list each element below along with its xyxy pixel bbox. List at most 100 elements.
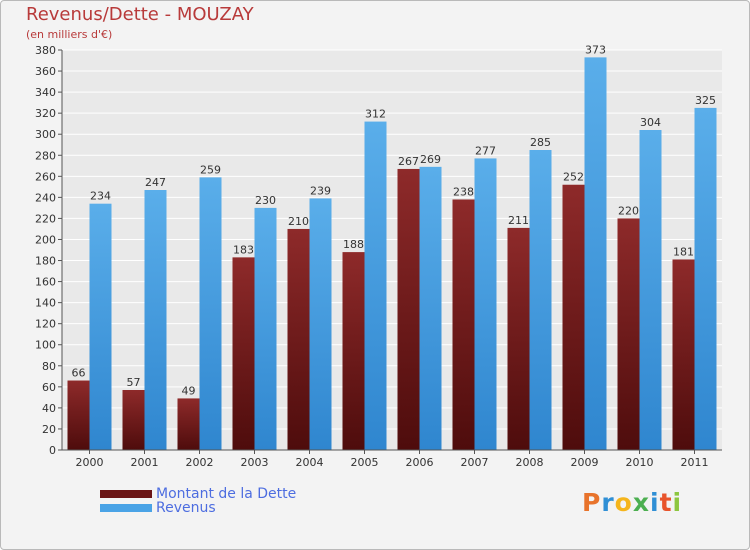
bar-revenus (474, 158, 497, 450)
y-tick-label: 100 (35, 339, 56, 352)
data-label: 247 (145, 176, 166, 189)
bar-dette (177, 398, 200, 450)
bar-dette (562, 184, 585, 450)
y-tick-label: 80 (42, 360, 56, 373)
data-label: 211 (508, 214, 529, 227)
data-label: 269 (420, 153, 441, 166)
bar-dette (287, 228, 310, 450)
data-label: 239 (310, 184, 331, 197)
chart-title: Revenus/Dette - MOUZAY (26, 4, 254, 25)
legend-label-revenus: Revenus (156, 500, 216, 516)
y-tick-label: 280 (35, 149, 56, 162)
bar-revenus (364, 121, 387, 450)
data-label: 230 (255, 194, 276, 207)
y-tick-label: 180 (35, 255, 56, 268)
bar-revenus (639, 130, 662, 450)
x-tick-label: 2003 (241, 456, 269, 469)
data-label: 304 (640, 116, 661, 129)
y-tick-label: 360 (35, 65, 56, 78)
y-tick-label: 240 (35, 191, 56, 204)
x-tick-label: 2005 (351, 456, 379, 469)
data-label: 259 (200, 163, 221, 176)
bar-revenus (309, 198, 332, 450)
legend-swatch-dette (100, 490, 152, 498)
data-label: 238 (453, 185, 474, 198)
x-tick-label: 2011 (681, 456, 709, 469)
x-axis-ticks: 2000 2001 2002 2003 2004 2005 2006 2007 2008 2009… (76, 450, 709, 469)
y-tick-label: 140 (35, 297, 56, 310)
bar-revenus (199, 177, 222, 451)
logo-letter: P (582, 488, 602, 517)
x-tick-label: 2002 (186, 456, 214, 469)
bar-revenus (584, 57, 607, 451)
data-label: 285 (530, 136, 551, 149)
data-label: 312 (365, 108, 386, 121)
y-axis-ticks: 0 20 40 60 80 100 120 140 160 180 200 220 240 260 280 3… (35, 44, 722, 457)
data-label: 183 (233, 243, 254, 256)
data-label: 267 (398, 155, 419, 168)
y-tick-label: 200 (35, 233, 56, 246)
x-tick-label: 2004 (296, 456, 324, 469)
y-tick-label: 220 (35, 212, 56, 225)
bar-dette (507, 227, 530, 450)
x-tick-label: 2007 (461, 456, 489, 469)
bar-dette (397, 168, 420, 450)
plot-area (62, 50, 722, 450)
data-label: 57 (127, 376, 141, 389)
data-label: 220 (618, 204, 639, 217)
logo-letter: i (672, 488, 683, 517)
x-tick-label: 2001 (131, 456, 159, 469)
data-label: 234 (90, 190, 111, 203)
bar-dette (617, 218, 640, 450)
bar-revenus (254, 207, 277, 450)
x-tick-label: 2009 (571, 456, 599, 469)
legend-swatch-revenus (100, 504, 152, 512)
bar-revenus (419, 166, 442, 450)
bar-dette (232, 257, 255, 450)
y-tick-label: 20 (42, 423, 56, 436)
legend-item-dette: Montant de la Dette (100, 486, 297, 502)
data-label: 252 (563, 171, 584, 184)
y-tick-label: 340 (35, 86, 56, 99)
data-label: 181 (673, 245, 694, 258)
bar-revenus (529, 150, 552, 450)
x-tick-label: 2008 (516, 456, 544, 469)
data-labels: 66 234 57 247 49 259 183 230 210 239 188 312 267 269 2… (72, 43, 717, 397)
data-label: 325 (695, 94, 716, 107)
x-tick-label: 2000 (76, 456, 104, 469)
data-label: 188 (343, 238, 364, 251)
logo-letter: o (614, 488, 633, 517)
y-tick-label: 0 (49, 444, 56, 457)
y-tick-label: 320 (35, 107, 56, 120)
y-tick-label: 380 (35, 44, 56, 57)
x-tick-label: 2006 (406, 456, 434, 469)
data-label: 66 (72, 367, 86, 380)
bar-dette (342, 252, 365, 450)
logo-letter: r (601, 488, 615, 517)
legend-item-revenus: Revenus (100, 500, 216, 516)
bar-dette (452, 199, 475, 450)
logo-letter: i (650, 488, 660, 517)
y-tick-label: 120 (35, 318, 56, 331)
bars (67, 57, 717, 451)
bar-dette (122, 390, 145, 450)
data-label: 210 (288, 215, 309, 228)
bar-revenus (694, 107, 717, 450)
bar-revenus (144, 190, 167, 450)
data-label: 49 (182, 384, 196, 397)
y-tick-label: 40 (42, 402, 56, 415)
y-tick-label: 160 (35, 276, 56, 289)
x-tick-label: 2010 (626, 456, 654, 469)
y-tick-label: 60 (42, 381, 56, 394)
data-label: 373 (585, 43, 606, 56)
bar-revenus (89, 203, 112, 450)
chart-subtitle: (en milliers d'€) (26, 28, 113, 41)
logo-letter: x (632, 488, 650, 517)
logo-letter: t (659, 488, 673, 517)
data-label: 277 (475, 144, 496, 157)
proxiti-logo: Proxiti (582, 488, 682, 517)
bar-dette (67, 380, 90, 450)
bar-dette (672, 259, 695, 450)
legend-label-dette: Montant de la Dette (156, 486, 297, 502)
